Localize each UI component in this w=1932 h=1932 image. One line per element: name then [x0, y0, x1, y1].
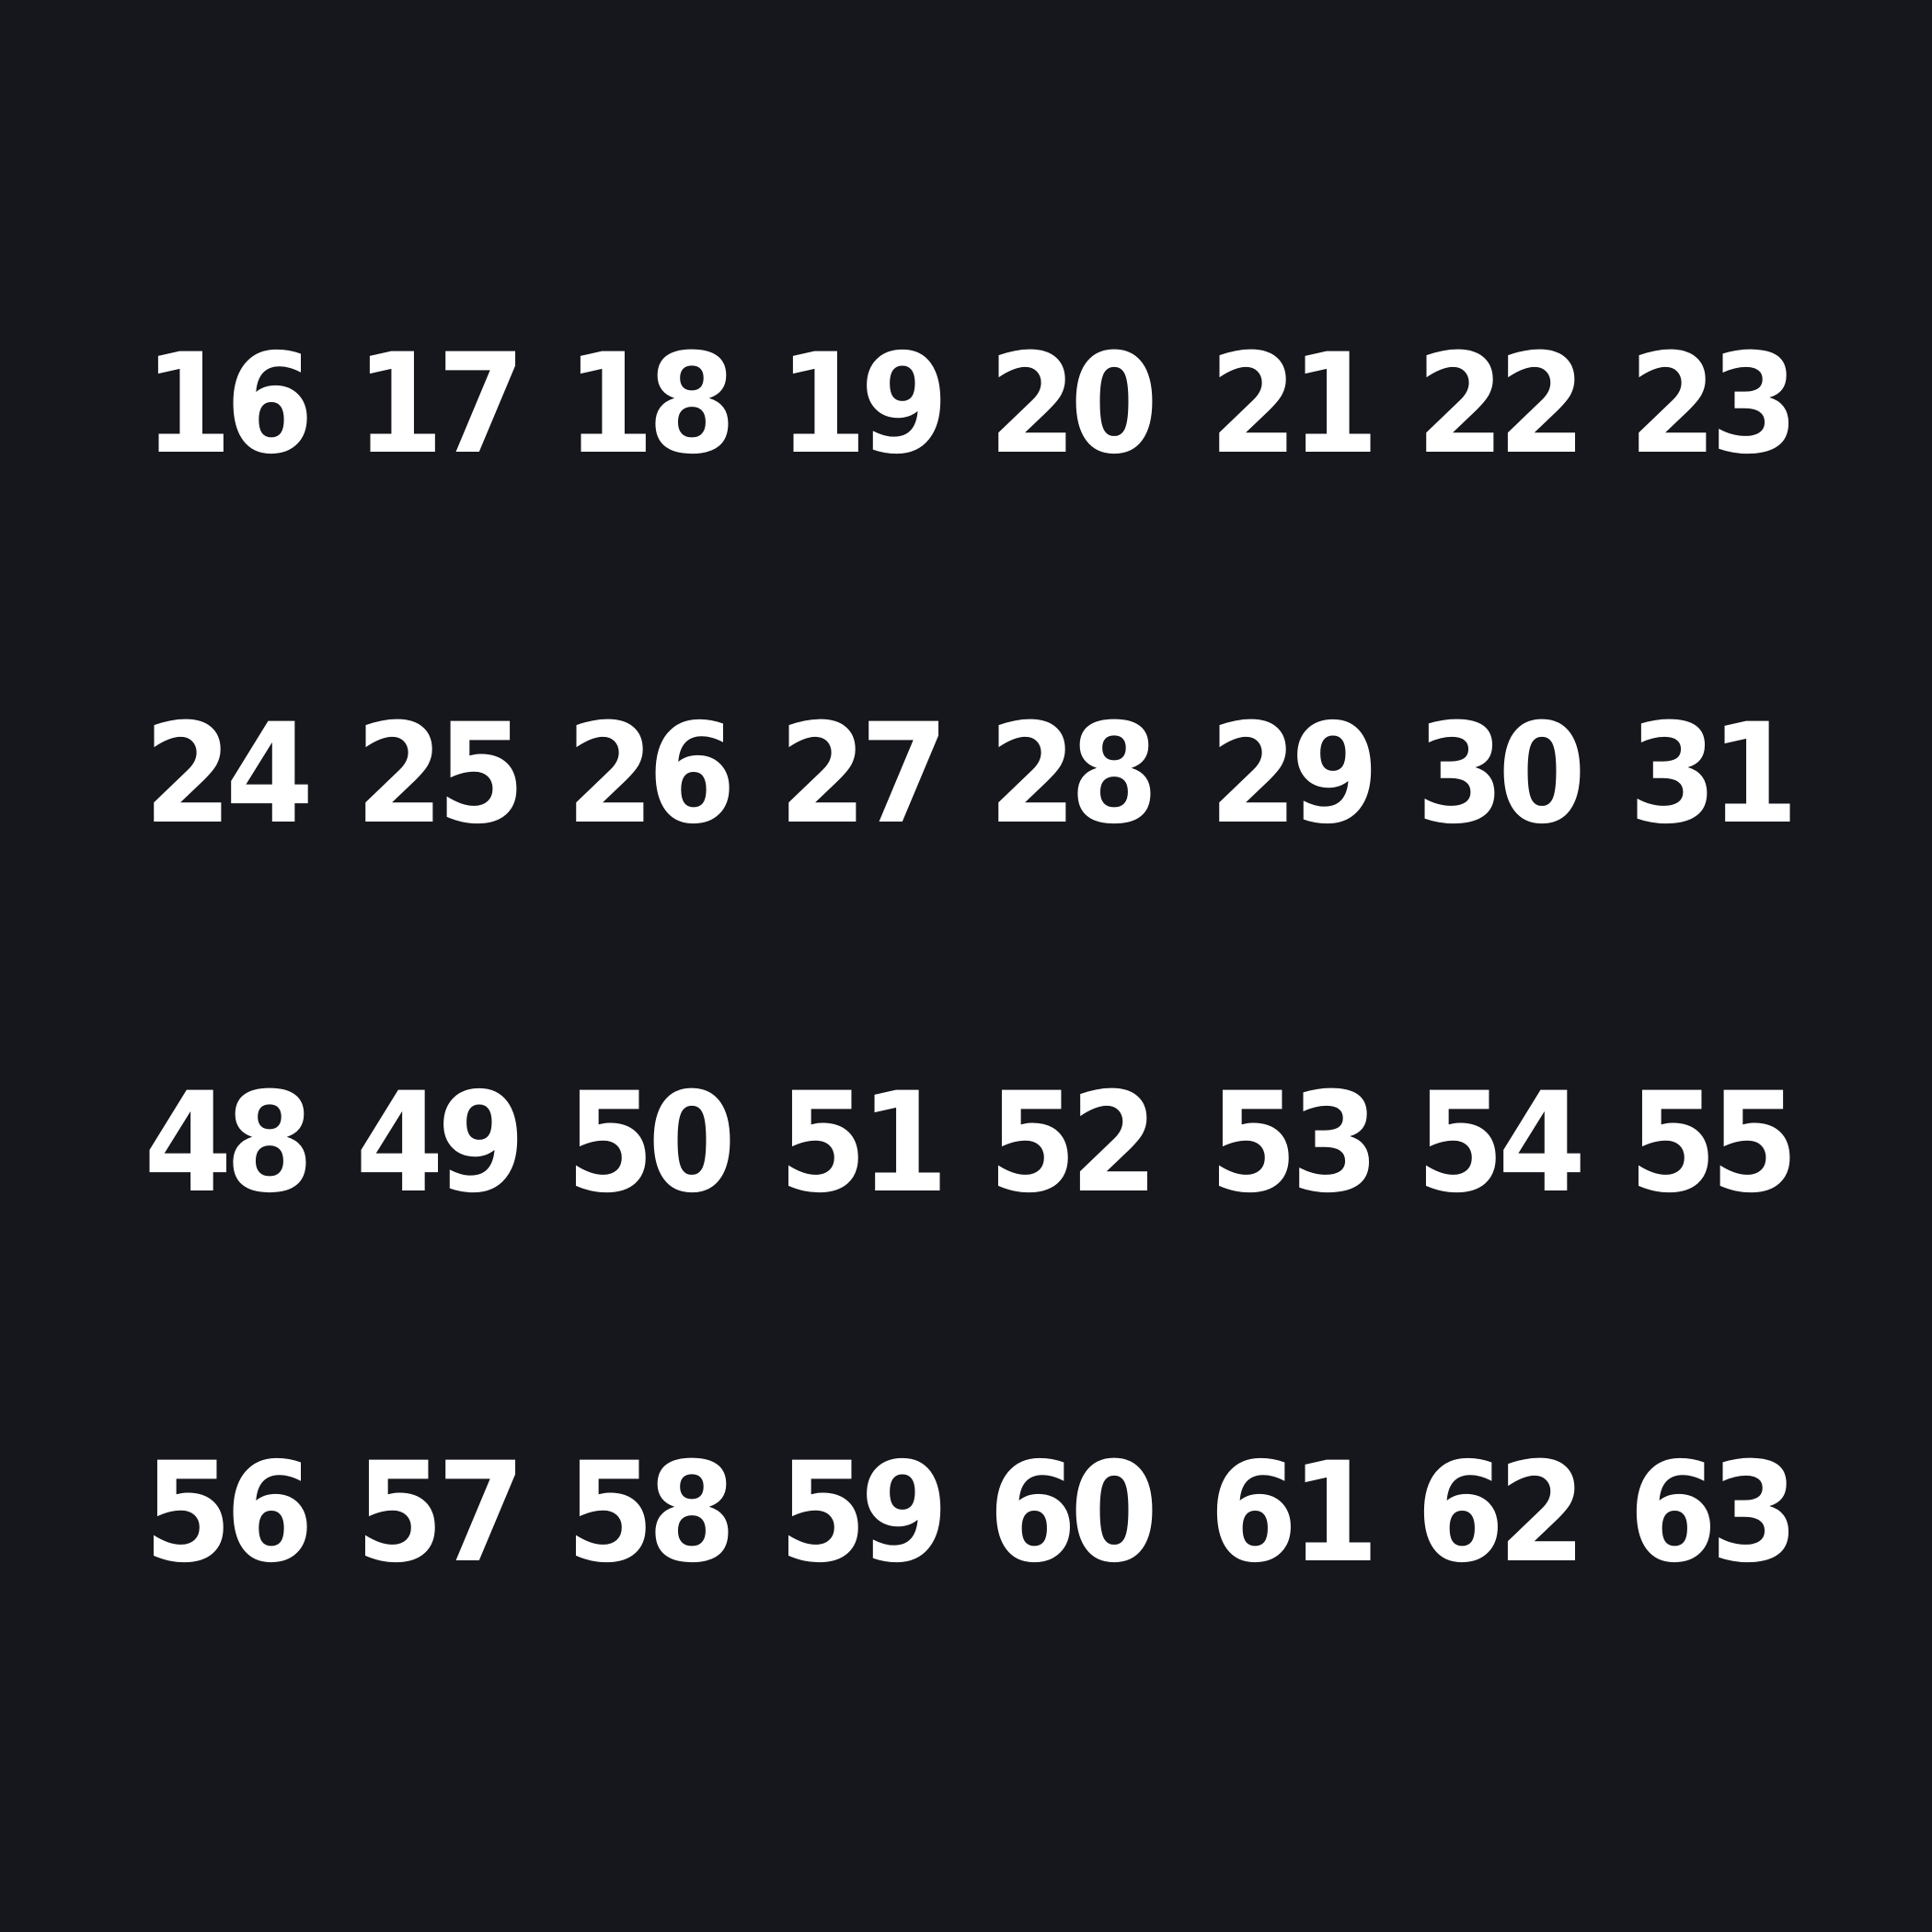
number-cell: 19: [778, 325, 949, 485]
number-cell: 20: [988, 325, 1158, 485]
number-row: 48 49 50 51 52 53 54 55: [0, 1064, 1932, 1224]
number-cell: 21: [1209, 325, 1379, 485]
number-cell: 54: [1416, 1064, 1586, 1224]
number-cell: 17: [355, 325, 525, 485]
number-cell: 51: [778, 1064, 949, 1224]
number-cell: 53: [1209, 1064, 1379, 1224]
number-cell: 52: [988, 1064, 1158, 1224]
number-cell: 63: [1628, 1433, 1799, 1593]
number-cell: 56: [144, 1433, 314, 1593]
number-cell: 26: [566, 695, 736, 855]
number-cell: 61: [1209, 1433, 1379, 1593]
number-cell: 18: [566, 325, 736, 485]
number-cell: 60: [988, 1433, 1158, 1593]
number-cell: 62: [1416, 1433, 1586, 1593]
number-cell: 27: [778, 695, 949, 855]
number-cell: 16: [144, 325, 314, 485]
number-cell: 28: [988, 695, 1158, 855]
number-cell: 30: [1416, 695, 1586, 855]
number-cell: 57: [355, 1433, 525, 1593]
number-cell: 59: [778, 1433, 949, 1593]
number-cell: 55: [1628, 1064, 1799, 1224]
number-cell: 49: [355, 1064, 525, 1224]
number-cell: 25: [355, 695, 525, 855]
number-cell: 48: [144, 1064, 314, 1224]
number-cell: 23: [1628, 325, 1799, 485]
number-row: 24 25 26 27 28 29 30 31: [0, 695, 1932, 855]
number-cell: 31: [1628, 695, 1799, 855]
number-cell: 24: [144, 695, 314, 855]
number-cell: 58: [566, 1433, 736, 1593]
number-row: 56 57 58 59 60 61 62 63: [0, 1433, 1932, 1593]
number-cell: 22: [1416, 325, 1586, 485]
number-cell: 50: [566, 1064, 736, 1224]
number-cell: 29: [1209, 695, 1379, 855]
number-row: 16 17 18 19 20 21 22 23: [0, 325, 1932, 485]
